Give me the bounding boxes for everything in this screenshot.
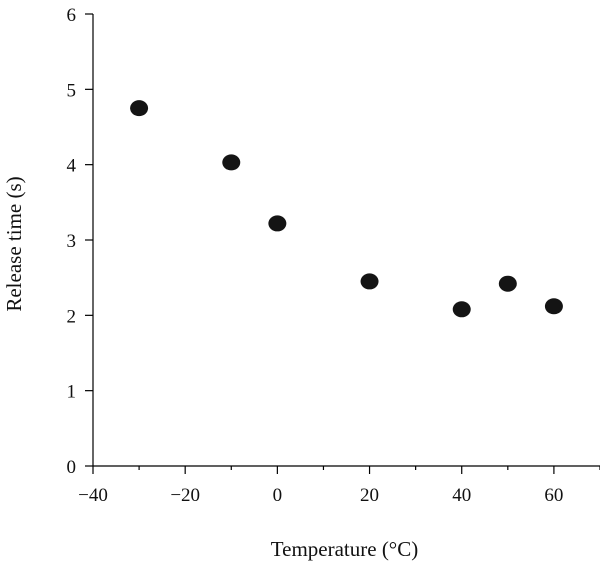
data-points [130, 100, 563, 318]
x-tick-label: 20 [360, 485, 379, 506]
plot-area: −40 −20 0 20 40 60 0 1 2 3 4 5 6 [67, 5, 600, 506]
x-tick-label: −40 [78, 485, 108, 506]
x-tick-label: 40 [452, 485, 471, 506]
data-point [130, 100, 149, 117]
data-point [544, 298, 563, 315]
x-tick-label: −20 [170, 485, 200, 506]
data-point [498, 275, 517, 292]
y-axis-ticks: 0 1 2 3 4 5 6 [67, 5, 93, 478]
data-point [222, 154, 241, 171]
data-point [360, 273, 379, 290]
y-tick-label: 2 [67, 306, 77, 327]
y-tick-label: 3 [67, 231, 77, 252]
data-point [268, 215, 287, 232]
y-axis-title: Release time (s) [2, 176, 26, 311]
x-axis-ticks: −40 −20 0 20 40 60 [78, 466, 600, 506]
x-tick-label: 60 [544, 485, 563, 506]
y-tick-label: 6 [67, 5, 77, 26]
y-tick-label: 4 [67, 156, 77, 177]
x-tick-label: 0 [273, 485, 283, 506]
y-tick-label: 5 [67, 80, 77, 101]
y-tick-label: 1 [67, 382, 77, 403]
x-axis-title: Temperature (°C) [271, 537, 418, 561]
data-point [452, 301, 471, 318]
y-tick-label: 0 [67, 457, 77, 478]
